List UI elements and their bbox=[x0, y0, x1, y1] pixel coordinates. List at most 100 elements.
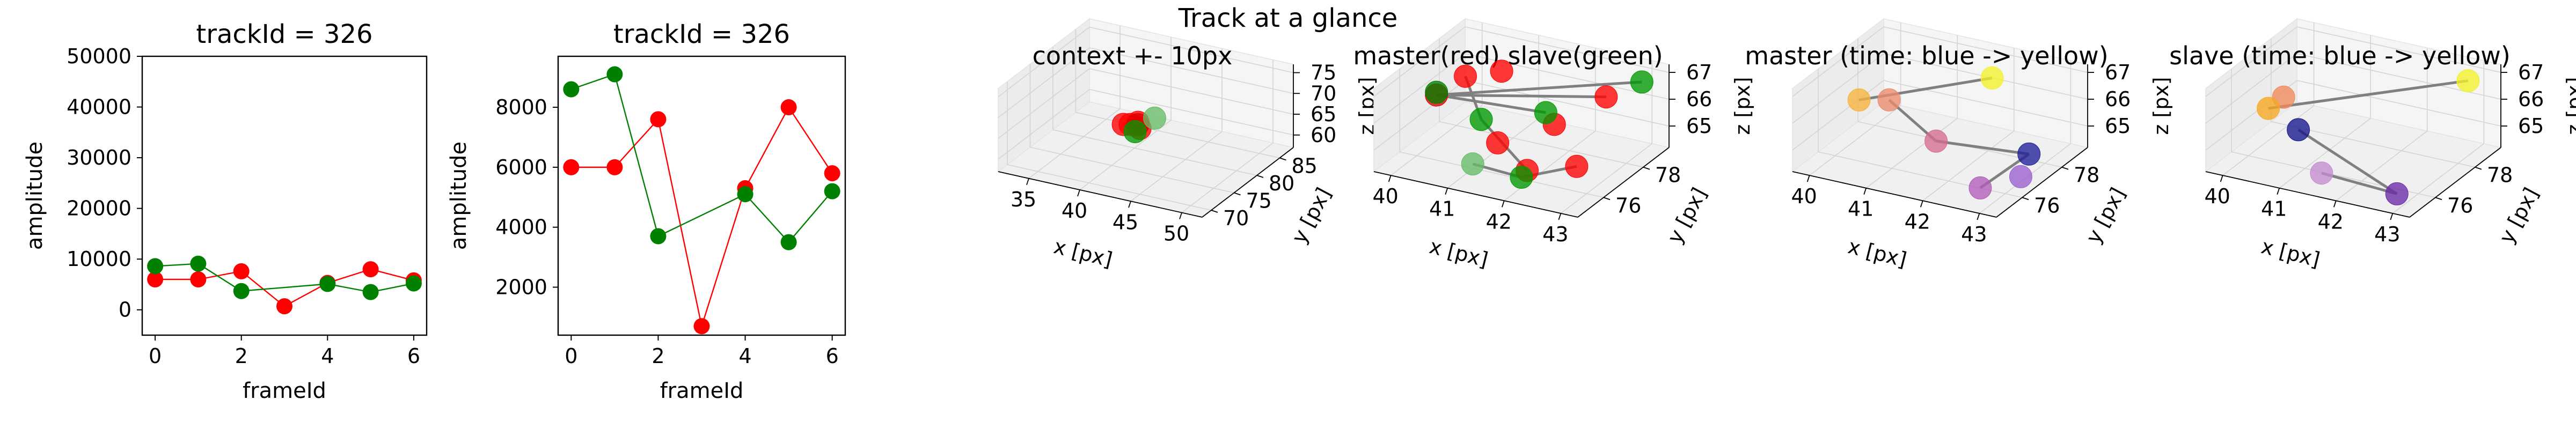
z-tick-label: 66 bbox=[2518, 87, 2544, 111]
x-tick-label: 42 bbox=[2318, 210, 2344, 233]
z-axis-label: z [px] bbox=[2563, 77, 2576, 135]
scatter-point bbox=[2017, 142, 2041, 166]
side-pane bbox=[1373, 18, 1466, 173]
z-gridline bbox=[1792, 53, 1884, 124]
x-gridline bbox=[2336, 130, 2428, 201]
y-tick-label: 40000 bbox=[67, 95, 131, 119]
x-tick bbox=[1558, 213, 1562, 220]
chart-title: slave (time: blue -> yellow) bbox=[2169, 41, 2511, 70]
x-tick-label: 0 bbox=[565, 344, 577, 368]
y-tick-label: 76 bbox=[2034, 194, 2060, 217]
series-2-point bbox=[606, 66, 623, 83]
scatter-point bbox=[1486, 131, 1510, 154]
x-tick-label: 42 bbox=[1486, 210, 1512, 233]
z-gridline bbox=[1373, 26, 1466, 97]
z-gridline bbox=[998, 47, 1090, 118]
trajectory-segment bbox=[2268, 79, 2469, 110]
x-tick bbox=[1977, 213, 1980, 220]
z-gridline bbox=[1089, 88, 1294, 136]
x-tick bbox=[2390, 213, 2394, 220]
y-tick bbox=[2061, 166, 2069, 170]
y-axis-label: amplitude bbox=[447, 142, 471, 250]
scatter-point bbox=[1425, 80, 1448, 104]
z-gridline bbox=[1465, 80, 1670, 127]
z-tick-label: 60 bbox=[1311, 123, 1336, 147]
y-axis-label: amplitude bbox=[23, 142, 47, 250]
scatter-point bbox=[1594, 85, 1618, 109]
series-2-point bbox=[650, 228, 667, 245]
x-tick bbox=[1128, 201, 1131, 208]
x-axis-label: x [px] bbox=[1051, 234, 1115, 272]
scatter-point bbox=[2257, 97, 2280, 120]
y-tick bbox=[2022, 197, 2029, 201]
x-tick-label: 41 bbox=[1429, 197, 1455, 221]
y-tick-label: 2000 bbox=[495, 276, 547, 299]
3d-panel-4: 40 41 42 43 76 78 65 66 67 x [px] y [px] z [px] slav… bbox=[2169, 18, 2576, 272]
side-pane bbox=[998, 18, 1090, 173]
series-2-point bbox=[737, 186, 753, 203]
z-tick-label: 67 bbox=[2518, 61, 2544, 84]
chart-title: master (time: blue -> yellow) bbox=[1745, 41, 2108, 70]
x-tick bbox=[1179, 212, 1182, 219]
series-1-point bbox=[780, 99, 797, 116]
z-gridline bbox=[1089, 26, 1294, 73]
series-2-point bbox=[190, 255, 207, 272]
y-tick-label: 8000 bbox=[495, 95, 547, 119]
side-pane bbox=[1792, 18, 1884, 173]
y-tick-label: 75 bbox=[1246, 189, 1272, 213]
x-tick-label: 2 bbox=[652, 344, 664, 368]
x-tick-label: 40 bbox=[1372, 184, 1398, 208]
x-tick-label: 41 bbox=[2261, 197, 2287, 221]
y-tick-label: 80 bbox=[1269, 172, 1294, 195]
y-tick-label: 0 bbox=[119, 298, 131, 322]
series-1-point bbox=[824, 165, 840, 182]
series-1-point bbox=[362, 261, 379, 278]
y-tick-label: 4000 bbox=[495, 216, 547, 239]
x-tick-label: 45 bbox=[1113, 210, 1138, 234]
series-1-point bbox=[233, 263, 250, 279]
plot-frame bbox=[141, 55, 428, 336]
x-tick-label: 43 bbox=[1542, 223, 1568, 246]
z-gridline bbox=[2205, 26, 2297, 97]
x-tick bbox=[1445, 188, 1448, 195]
series-2-line bbox=[570, 73, 833, 243]
z-gridline bbox=[1883, 26, 2088, 73]
y-tick-label: 76 bbox=[1615, 194, 1641, 217]
x-axis-line bbox=[1373, 171, 1578, 218]
z-tick-label: 66 bbox=[2105, 87, 2131, 111]
z-gridline bbox=[2296, 80, 2501, 127]
series-1-point bbox=[693, 318, 710, 335]
z-tick-label: 70 bbox=[1311, 82, 1336, 105]
y-gridline bbox=[1007, 164, 1212, 211]
x-gridline bbox=[1391, 105, 1483, 176]
x-gridline bbox=[1922, 130, 2015, 201]
scatter-point bbox=[1980, 66, 2004, 90]
chart-title: trackId = 326 bbox=[613, 19, 790, 49]
3d-panel-3: 40 41 42 43 76 78 65 66 67 x [px] y [px] z [px] mast… bbox=[1745, 18, 2173, 272]
series-1-point bbox=[190, 271, 207, 287]
series-1-point bbox=[606, 159, 623, 175]
series-2-point bbox=[362, 284, 379, 300]
z-gridline bbox=[1792, 26, 1884, 97]
series-2-point bbox=[233, 283, 250, 299]
z-tick-label: 67 bbox=[2105, 61, 2131, 84]
y-tick-label: 78 bbox=[1655, 164, 1681, 187]
y-gridline bbox=[1030, 146, 1234, 194]
x-gridline bbox=[1130, 131, 1223, 202]
scatter-point bbox=[1469, 108, 1493, 131]
y-axis-label: y [px] bbox=[2494, 184, 2543, 248]
x-axis-label: x [px] bbox=[2259, 234, 2322, 272]
y-tick bbox=[1234, 192, 1241, 196]
x-gridline bbox=[1504, 130, 1596, 201]
y-gridline bbox=[1439, 121, 1644, 168]
x-tick bbox=[1806, 175, 1810, 182]
series-1-point bbox=[147, 271, 164, 287]
series-2-point bbox=[563, 81, 580, 98]
series-2-point bbox=[780, 234, 797, 250]
z-gridline bbox=[998, 89, 1090, 160]
scatter-point bbox=[1461, 152, 1484, 176]
y-tick-label: 30000 bbox=[67, 146, 131, 169]
scatter-point bbox=[2287, 118, 2310, 142]
